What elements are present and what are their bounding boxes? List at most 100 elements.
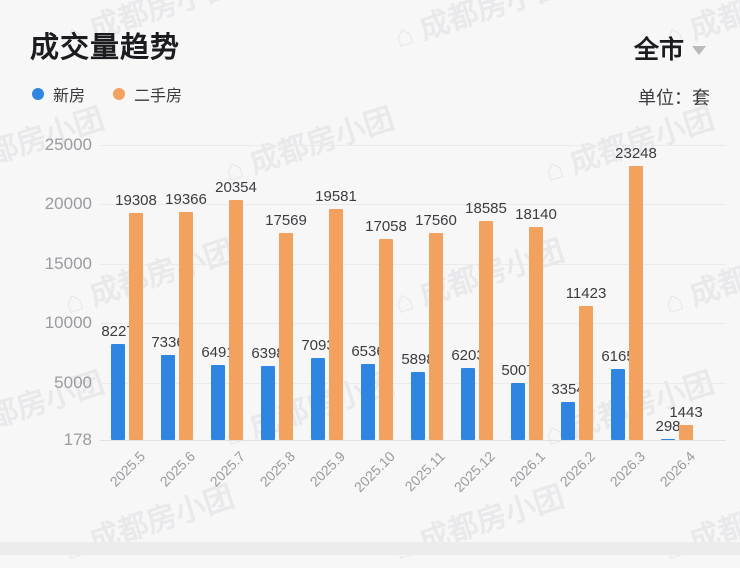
legend-item-new-home[interactable]: 新房 — [32, 82, 85, 106]
y-axis-tick-label: 25000 — [44, 135, 92, 154]
unit-label: 单位：套 — [638, 88, 710, 108]
bar-value-label: 19581 — [315, 188, 357, 206]
resale-bar[interactable] — [229, 200, 243, 440]
resale-bar[interactable] — [379, 239, 393, 440]
x-axis-label: 2025.11 — [401, 448, 449, 495]
region-selector[interactable]: 全市 — [634, 30, 706, 66]
bar-value-label: 7093 — [301, 336, 335, 354]
new-home-bar[interactable] — [511, 382, 525, 440]
bar-group-2025.8: 6398 17569 — [251, 145, 307, 440]
bar-value-label: 17058 — [365, 218, 407, 236]
volume-trend-chart: 25000 20000 15000 10000 5000 178 8227 19308 733… — [0, 135, 726, 504]
bar-value-label: 5898 — [401, 351, 435, 369]
resale-bar[interactable] — [629, 165, 643, 440]
bar-value-label: 17569 — [265, 212, 307, 230]
gridline — [100, 145, 726, 146]
bar-value-label: 20354 — [215, 179, 257, 197]
y-axis-tick-label: 15000 — [44, 253, 92, 273]
bar-value-label: 19308 — [115, 191, 157, 209]
new-home-bar[interactable] — [611, 368, 625, 440]
new-home-bar[interactable] — [561, 402, 575, 440]
new-home-bar[interactable] — [461, 368, 475, 440]
x-axis-label: 2026.4 — [656, 448, 699, 490]
new-home-bar[interactable] — [261, 366, 275, 440]
new-home-bar[interactable] — [361, 364, 375, 440]
resale-bar[interactable] — [429, 233, 443, 440]
x-axis-label: 2025.8 — [256, 448, 299, 490]
bar-value-label: 5007 — [501, 361, 535, 379]
bar-value-label: 6165 — [601, 347, 635, 365]
bar-group-2026.3: 6165 23248 — [601, 145, 657, 440]
bar-value-label: 8227 — [101, 323, 135, 341]
resale-bar[interactable] — [179, 211, 193, 440]
bar-group-2026.2: 3354 11423 — [551, 145, 606, 440]
bar-group-2025.12: 6203 18585 — [451, 145, 507, 440]
gridline — [100, 323, 726, 325]
resale-legend-dot-icon — [113, 88, 126, 100]
x-axis-label: 2025.7 — [206, 448, 249, 490]
y-axis-tick-label: 178 — [63, 430, 92, 449]
bar-value-label: 6203 — [451, 347, 485, 365]
bar-value-label: 3354 — [551, 381, 585, 399]
legend-label: 二手房 — [134, 88, 183, 105]
y-axis: 25000 20000 15000 10000 5000 178 — [0, 135, 92, 449]
chart-legend: 新房 二手房 — [32, 82, 182, 106]
gridline — [100, 263, 726, 265]
resale-bar[interactable] — [279, 233, 293, 440]
x-axis-label: 2025.5 — [106, 448, 149, 490]
bar-value-label: 6398 — [251, 345, 285, 363]
plot-area: 8227 19308 7336 19366 6491 20354 6398 17569 7093… — [100, 145, 726, 441]
bar-value-label: 19366 — [165, 190, 207, 208]
gridline — [100, 440, 726, 441]
bar-group-2025.10: 6536 17058 — [351, 145, 407, 440]
bar-group-2026.4: 298 1443 — [652, 145, 703, 440]
new-home-bar[interactable] — [111, 344, 125, 440]
bar-value-label: 23248 — [615, 144, 657, 162]
new-home-legend-dot-icon — [32, 88, 44, 100]
x-axis-label: 2026.1 — [506, 448, 549, 490]
bar-value-label: 17560 — [415, 212, 457, 230]
bar-group-2025.9: 7093 19581 — [301, 145, 357, 440]
bar-value-label: 6491 — [201, 343, 235, 361]
new-home-bar[interactable] — [411, 372, 425, 440]
y-axis-tick-label: 20000 — [44, 194, 92, 214]
bar-value-label: 6536 — [351, 343, 385, 361]
bar-value-label: 7336 — [151, 333, 185, 351]
x-axis-label: 2025.12 — [451, 448, 499, 496]
page-title: 成交量趋势 — [30, 32, 181, 64]
resale-bar[interactable] — [679, 424, 693, 440]
resale-bar[interactable] — [479, 221, 493, 440]
region-selector-label: 全市 — [633, 36, 684, 64]
bar-group-2025.7: 6491 20354 — [201, 145, 257, 440]
gridline — [100, 204, 726, 206]
x-axis-label: 2026.2 — [556, 448, 599, 490]
footer-strip — [0, 542, 740, 555]
legend-label: 新房 — [53, 88, 86, 105]
y-axis-tick-label: 10000 — [44, 313, 92, 333]
x-axis: 2025.5 2025.6 2025.7 2025.8 2025.9 2025.10 202… — [102, 444, 702, 504]
legend-item-resale[interactable]: 二手房 — [113, 82, 182, 106]
new-home-bar[interactable] — [161, 354, 175, 440]
new-home-bar[interactable] — [661, 438, 675, 440]
x-axis-label: 2025.6 — [156, 448, 199, 490]
bar-group-2025.6: 7336 19366 — [151, 145, 207, 440]
x-axis-label: 2025.10 — [351, 448, 399, 496]
bar-value-label: 18585 — [465, 200, 507, 218]
new-home-bar[interactable] — [211, 364, 225, 440]
bar-group-2025.11: 5898 17560 — [401, 145, 457, 440]
resale-bar[interactable] — [579, 306, 593, 440]
bar-value-label: 1443 — [669, 403, 703, 421]
resale-bar[interactable] — [529, 226, 543, 440]
bar-value-label: 11423 — [565, 285, 607, 303]
bar-value-label: 298 — [655, 417, 681, 435]
bar-group-2026.1: 5007 18140 — [501, 145, 557, 440]
bar-value-label: 18140 — [515, 205, 557, 223]
chevron-down-icon — [692, 45, 706, 55]
y-axis-tick-label: 5000 — [54, 372, 92, 392]
new-home-bar[interactable] — [311, 357, 325, 440]
resale-bar[interactable] — [129, 212, 143, 440]
resale-bar[interactable] — [329, 209, 343, 440]
x-axis-label: 2026.3 — [606, 448, 649, 490]
x-axis-label: 2025.9 — [306, 448, 349, 490]
bar-group-2025.5: 8227 19308 — [101, 145, 157, 440]
